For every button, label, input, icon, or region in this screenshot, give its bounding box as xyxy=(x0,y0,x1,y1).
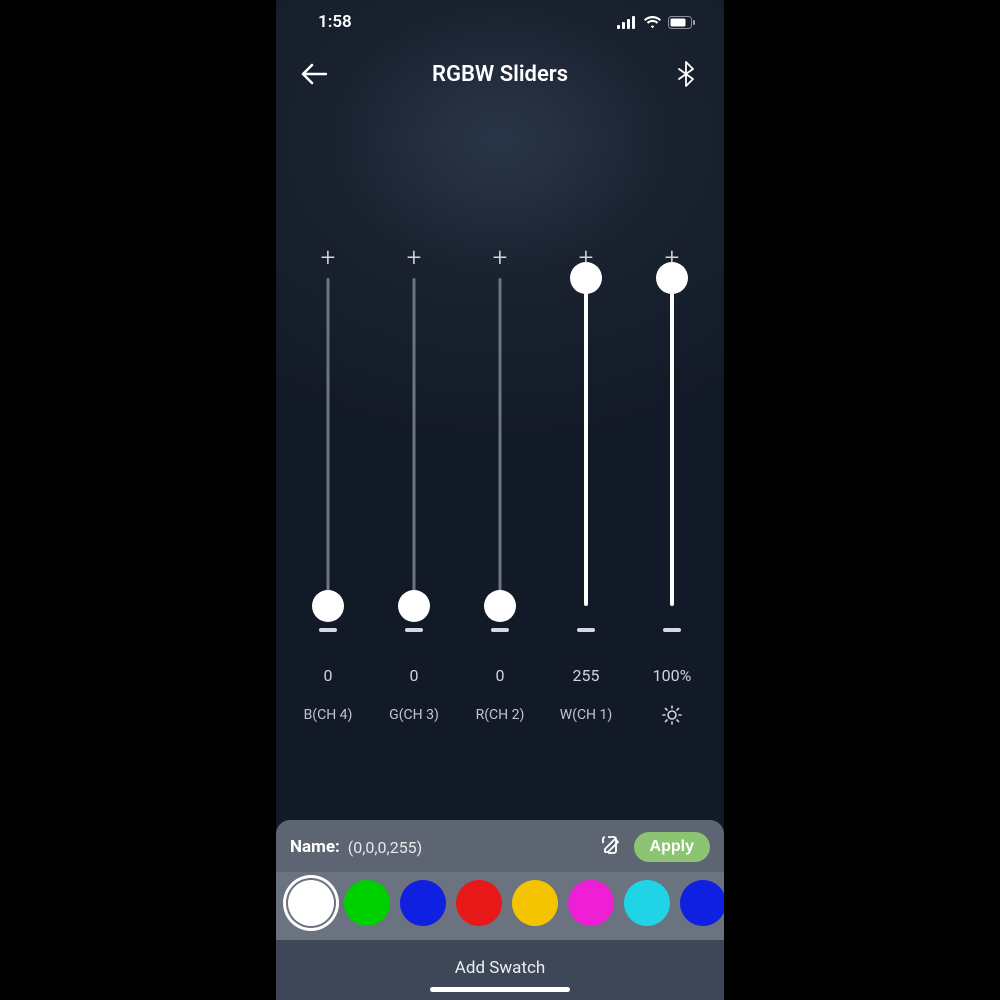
slider-channel-label: W(CH 1) xyxy=(560,707,613,723)
track-active xyxy=(670,278,674,606)
page-title: RGBW Sliders xyxy=(330,62,670,87)
slider-track[interactable] xyxy=(635,278,709,606)
slider-channel-label: B(CH 4) xyxy=(304,707,353,723)
home-indicator[interactable] xyxy=(430,987,570,992)
slider-track[interactable] xyxy=(377,278,451,606)
back-button[interactable] xyxy=(298,63,330,85)
battery-icon xyxy=(668,16,696,29)
track-inactive xyxy=(327,278,330,606)
decrement-button[interactable] xyxy=(577,616,595,644)
wifi-icon xyxy=(643,16,662,29)
swatch-7[interactable] xyxy=(680,880,724,926)
increment-button[interactable]: + xyxy=(407,244,422,272)
swatch-3[interactable] xyxy=(456,880,502,926)
swatch-1[interactable] xyxy=(344,880,390,926)
nav-bar: RGBW Sliders xyxy=(276,44,724,104)
track-inactive xyxy=(499,278,502,606)
slider-r: +0 R(CH 2) xyxy=(463,244,537,723)
slider-thumb[interactable] xyxy=(398,590,430,622)
slider-channel-label: R(CH 2) xyxy=(476,707,525,723)
swatch-panel: Name: (0,0,0,255) Apply xyxy=(276,820,724,940)
name-row: Name: (0,0,0,255) Apply xyxy=(290,832,710,862)
slider-b: +0 B(CH 4) xyxy=(291,244,365,723)
slider-thumb[interactable] xyxy=(312,590,344,622)
slider-value: 255 xyxy=(573,666,600,685)
phone-frame: 1:58 RGBW Sliders +0 B(CH 4) +0 G(CH 3) +0 R(… xyxy=(276,0,724,1000)
slider-br: +100% xyxy=(635,244,709,729)
bluetooth-button[interactable] xyxy=(670,61,702,87)
swatch-6[interactable] xyxy=(624,880,670,926)
slider-value: 0 xyxy=(324,666,333,685)
decrement-button[interactable] xyxy=(663,616,681,644)
slider-track[interactable] xyxy=(291,278,365,606)
swatch-4[interactable] xyxy=(512,880,558,926)
slider-value: 100% xyxy=(653,666,692,685)
slider-w: +255W(CH 1) xyxy=(549,244,623,723)
swatch-row[interactable] xyxy=(276,872,724,940)
apply-button[interactable]: Apply xyxy=(634,832,710,862)
cellular-icon xyxy=(617,16,637,29)
bottom-section: Name: (0,0,0,255) Apply Add Swatch xyxy=(276,820,724,1000)
status-time: 1:58 xyxy=(318,12,352,32)
slider-thumb[interactable] xyxy=(570,262,602,294)
status-indicators xyxy=(617,16,696,29)
status-bar: 1:58 xyxy=(276,0,724,44)
brightness-icon xyxy=(662,705,682,729)
edit-name-button[interactable] xyxy=(602,835,622,859)
slider-track[interactable] xyxy=(549,278,623,606)
increment-button[interactable]: + xyxy=(321,244,336,272)
track-inactive xyxy=(413,278,416,606)
swatch-5[interactable] xyxy=(568,880,614,926)
slider-track[interactable] xyxy=(463,278,537,606)
name-label: Name: xyxy=(290,837,340,857)
slider-thumb[interactable] xyxy=(656,262,688,294)
slider-g: +0 G(CH 3) xyxy=(377,244,451,723)
swatch-2[interactable] xyxy=(400,880,446,926)
swatch-0[interactable] xyxy=(288,880,334,926)
slider-value: 0 xyxy=(410,666,419,685)
slider-channel-label: G(CH 3) xyxy=(389,707,439,723)
increment-button[interactable]: + xyxy=(493,244,508,272)
sliders-area: +0B(CH 4)+0G(CH 3)+0R(CH 2)+255W(CH 1)+1… xyxy=(276,104,724,820)
slider-value: 0 xyxy=(496,666,505,685)
slider-thumb[interactable] xyxy=(484,590,516,622)
name-value: (0,0,0,255) xyxy=(348,838,594,857)
track-active xyxy=(584,278,588,606)
